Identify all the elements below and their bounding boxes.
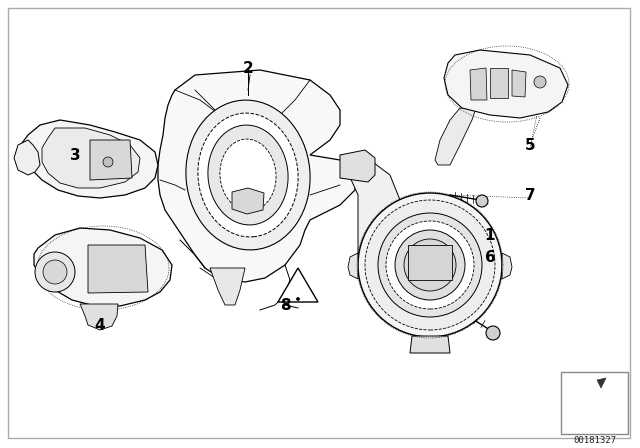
Circle shape <box>534 76 546 88</box>
Ellipse shape <box>208 125 288 225</box>
Polygon shape <box>90 140 132 180</box>
Polygon shape <box>34 228 172 306</box>
Polygon shape <box>14 140 40 175</box>
Polygon shape <box>340 155 400 260</box>
Ellipse shape <box>186 100 310 250</box>
Text: 2: 2 <box>243 60 253 76</box>
Polygon shape <box>22 120 158 198</box>
Polygon shape <box>88 245 148 293</box>
Circle shape <box>404 239 456 291</box>
Circle shape <box>35 252 75 292</box>
Text: 7: 7 <box>525 188 535 202</box>
Polygon shape <box>158 70 355 282</box>
Polygon shape <box>470 68 487 100</box>
Polygon shape <box>232 188 264 214</box>
Circle shape <box>476 195 488 207</box>
Polygon shape <box>408 245 452 280</box>
Polygon shape <box>348 253 358 279</box>
Text: 6: 6 <box>484 250 495 266</box>
Circle shape <box>103 157 113 167</box>
Polygon shape <box>80 304 118 330</box>
Circle shape <box>386 221 474 309</box>
Circle shape <box>43 260 67 284</box>
Polygon shape <box>435 108 476 165</box>
Text: 8: 8 <box>280 297 291 313</box>
Circle shape <box>365 200 495 330</box>
Text: 3: 3 <box>70 147 80 163</box>
Text: 00181327: 00181327 <box>573 435 616 444</box>
Polygon shape <box>597 378 606 388</box>
Text: 1: 1 <box>484 228 495 242</box>
Text: 5: 5 <box>525 138 535 152</box>
Polygon shape <box>210 268 245 305</box>
Polygon shape <box>502 253 512 279</box>
Circle shape <box>378 213 482 317</box>
Polygon shape <box>340 150 375 182</box>
Polygon shape <box>278 268 318 302</box>
Polygon shape <box>490 68 508 98</box>
Circle shape <box>358 193 502 337</box>
Polygon shape <box>512 70 526 97</box>
Polygon shape <box>444 50 568 118</box>
Text: 4: 4 <box>95 318 106 332</box>
Circle shape <box>296 297 300 301</box>
Circle shape <box>486 326 500 340</box>
Circle shape <box>395 230 465 300</box>
Bar <box>561 372 628 434</box>
Polygon shape <box>42 128 140 188</box>
Polygon shape <box>410 336 450 353</box>
Ellipse shape <box>198 113 298 237</box>
Ellipse shape <box>220 139 276 211</box>
